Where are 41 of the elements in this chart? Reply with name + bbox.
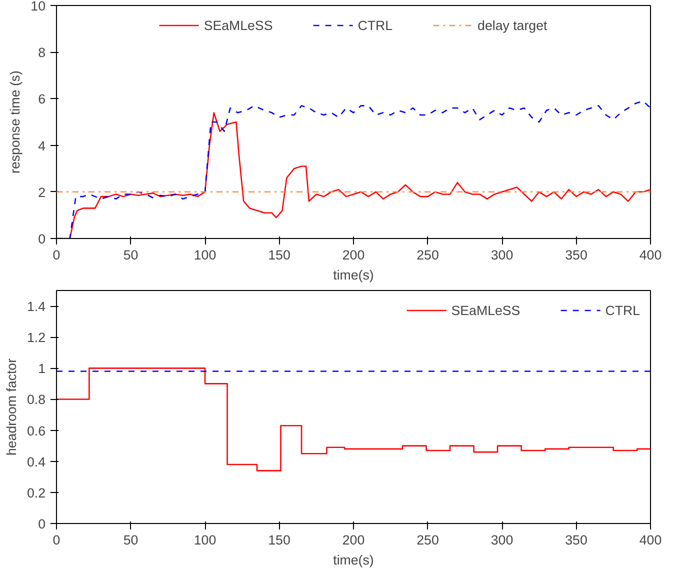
- y-tick-label: 0.4: [26, 454, 46, 470]
- x-tick-label: 300: [490, 248, 514, 262]
- x-tick-label: 400: [639, 532, 662, 548]
- y-tick-label: 6: [38, 92, 46, 107]
- x-tick-label: 50: [123, 248, 138, 262]
- y-tick-label: 0.8: [26, 392, 46, 408]
- legend-label: CTRL: [605, 302, 640, 318]
- y-tick-label: 10: [30, 0, 46, 14]
- x-axis-title: time(s): [333, 268, 374, 282]
- x-tick-label: 100: [194, 532, 216, 548]
- x-tick-label: 200: [342, 248, 365, 262]
- x-tick-label: 50: [123, 532, 138, 548]
- y-tick-label: 1.4: [26, 299, 46, 314]
- x-tick-label: 300: [490, 532, 514, 548]
- y-tick-label: 8: [38, 45, 46, 60]
- legend-label: SEaMLeSS: [451, 302, 520, 318]
- x-tick-label: 0: [52, 532, 60, 548]
- x-tick-label: 150: [268, 532, 290, 548]
- y-tick-label: 1.2: [26, 330, 46, 346]
- x-axis-title: time(s): [333, 552, 374, 568]
- x-tick-label: 250: [416, 248, 439, 262]
- x-tick-label: 150: [268, 248, 290, 262]
- y-tick-label: 4: [38, 138, 46, 154]
- legend-label: CTRL: [358, 18, 393, 32]
- x-tick-label: 200: [342, 532, 365, 548]
- x-tick-label: 350: [565, 248, 588, 262]
- y-axis-title: headroom factor: [4, 358, 19, 456]
- y-axis-title: response time (s): [8, 70, 23, 174]
- legend-label: SEaMLeSS: [204, 18, 273, 32]
- x-tick-label: 400: [639, 248, 662, 262]
- y-tick-label: 0: [38, 516, 46, 532]
- y-tick-label: 1: [38, 361, 46, 376]
- x-tick-label: 350: [565, 532, 588, 548]
- x-tick-label: 0: [52, 248, 60, 262]
- y-tick-label: 0.6: [26, 423, 46, 438]
- y-tick-label: 0: [38, 232, 46, 246]
- x-tick-label: 100: [194, 248, 216, 262]
- y-tick-label: 2: [38, 184, 46, 200]
- legend-label: delay target: [478, 18, 548, 32]
- x-tick-label: 250: [416, 532, 439, 548]
- y-tick-label: 0.2: [26, 485, 46, 500]
